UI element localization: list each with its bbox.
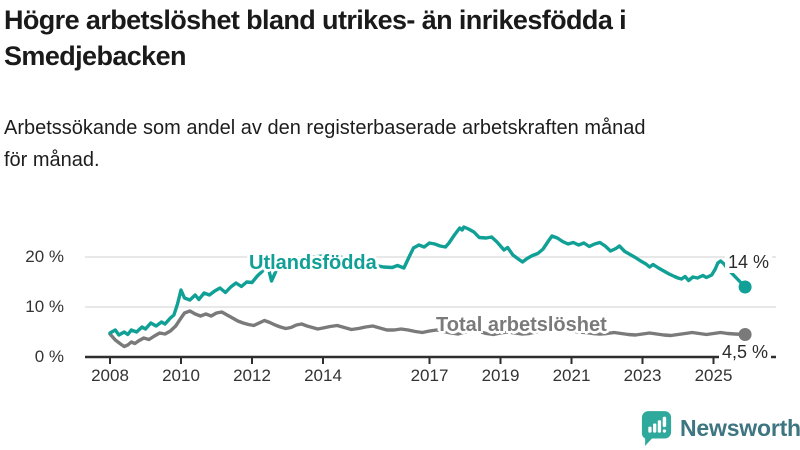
series-line-total-arbetsloshet xyxy=(108,309,747,349)
newsworthy-logo[interactable]: Newsworthy xyxy=(641,409,800,447)
bar-chart-speech-bubble-icon xyxy=(641,410,672,446)
chart-subtitle: Arbetssökande som andel av den registerb… xyxy=(4,117,646,171)
x-axis-labels: 2008 2010 2012 2014 2017 2019 2021 2023 2025 xyxy=(0,366,800,388)
page-title: Högre arbetslöshet bland utrikes- än inr… xyxy=(4,5,627,71)
series-end-dot-utlandsfodda xyxy=(738,280,752,294)
x-axis-tick-label-2008: 2008 xyxy=(91,366,129,385)
x-axis-tick-label-2010: 2010 xyxy=(162,366,200,385)
x-axis-tick-label-2017: 2017 xyxy=(410,366,449,385)
series-label-utlandsfodda: Utlandsfödda xyxy=(249,252,377,274)
x-axis-tick-label-2021: 2021 xyxy=(552,366,591,385)
x-axis-tick-label-2023: 2023 xyxy=(623,366,662,385)
newsworthy-logo-text: Newsworthy xyxy=(680,414,800,441)
series-line-utlandsfodda xyxy=(108,225,747,337)
y-axis-label-10: 10 % xyxy=(25,297,64,316)
end-value-label-total: 4,5 % xyxy=(719,342,772,363)
y-axis-label-0: 0 % xyxy=(34,347,64,366)
series-end-dot-total-arbetsloshet xyxy=(738,328,752,341)
x-axis-tick-label-2012: 2012 xyxy=(233,366,271,385)
x-axis-tick-label-2014: 2014 xyxy=(304,366,342,385)
end-value-label-utlandsfodda: 14 % xyxy=(725,252,773,273)
x-axis-tick-label-2019: 2019 xyxy=(481,366,520,385)
y-axis-label-20: 20 % xyxy=(25,247,64,266)
series-label-total-arbetsloshet: Total arbetslöshet xyxy=(436,314,607,336)
x-axis-tick-label-2025: 2025 xyxy=(694,366,733,385)
